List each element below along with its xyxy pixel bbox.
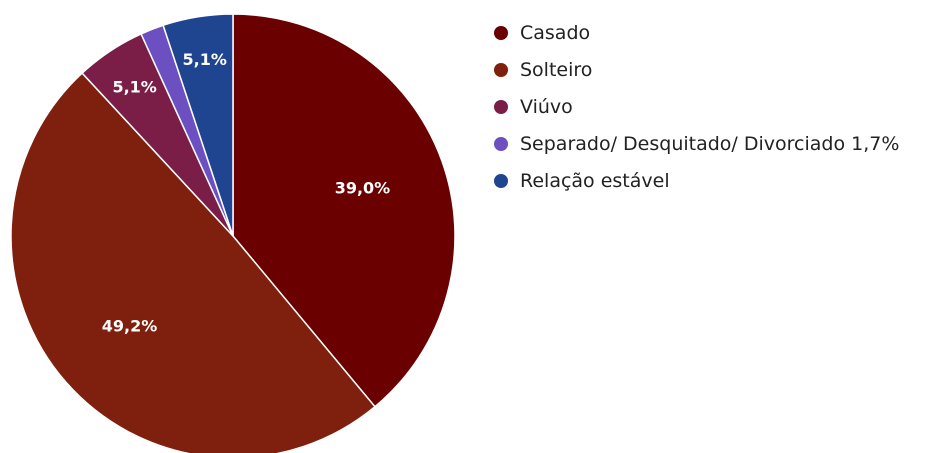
legend-swatch-solteiro (494, 62, 508, 77)
data-label-solteiro: 49,2% (102, 316, 158, 335)
pie-slices (10, 13, 456, 453)
legend-item-relacao-estavel: Relação estável (494, 162, 899, 199)
legend-label-casado: Casado (520, 21, 591, 44)
legend-label-solteiro: Solteiro (520, 58, 593, 81)
legend-item-separado: Separado/ Desquitado/ Divorciado 1,7% (494, 125, 899, 162)
data-label-viuvo: 5,1% (112, 78, 156, 97)
legend-label-relacao-estavel: Relação estável (520, 169, 670, 192)
legend-label-separado: Separado/ Desquitado/ Divorciado 1,7% (520, 132, 900, 155)
legend-label-viuvo: Viúvo (520, 95, 573, 118)
legend-item-solteiro: Solteiro (494, 51, 899, 88)
pie-slice-casado (232, 13, 456, 408)
legend-swatch-viuvo (494, 99, 508, 114)
data-label-casado: 39,0% (335, 179, 391, 198)
pie-slice-solteiro (10, 72, 376, 453)
legend-swatch-separado (494, 136, 508, 151)
legend-item-casado: Casado (494, 14, 899, 51)
legend: Casado Solteiro Viúvo Separado/ Desquita… (494, 14, 899, 199)
data-labels: 39,0% 49,2% 5,1% 5,1% (102, 50, 390, 335)
legend-swatch-casado (494, 25, 508, 40)
legend-swatch-relacao-estavel (494, 173, 508, 188)
pie-slice-relacao-estavel (162, 13, 234, 237)
data-label-relacao-estavel: 5,1% (183, 50, 227, 69)
legend-item-viuvo: Viúvo (494, 88, 899, 125)
